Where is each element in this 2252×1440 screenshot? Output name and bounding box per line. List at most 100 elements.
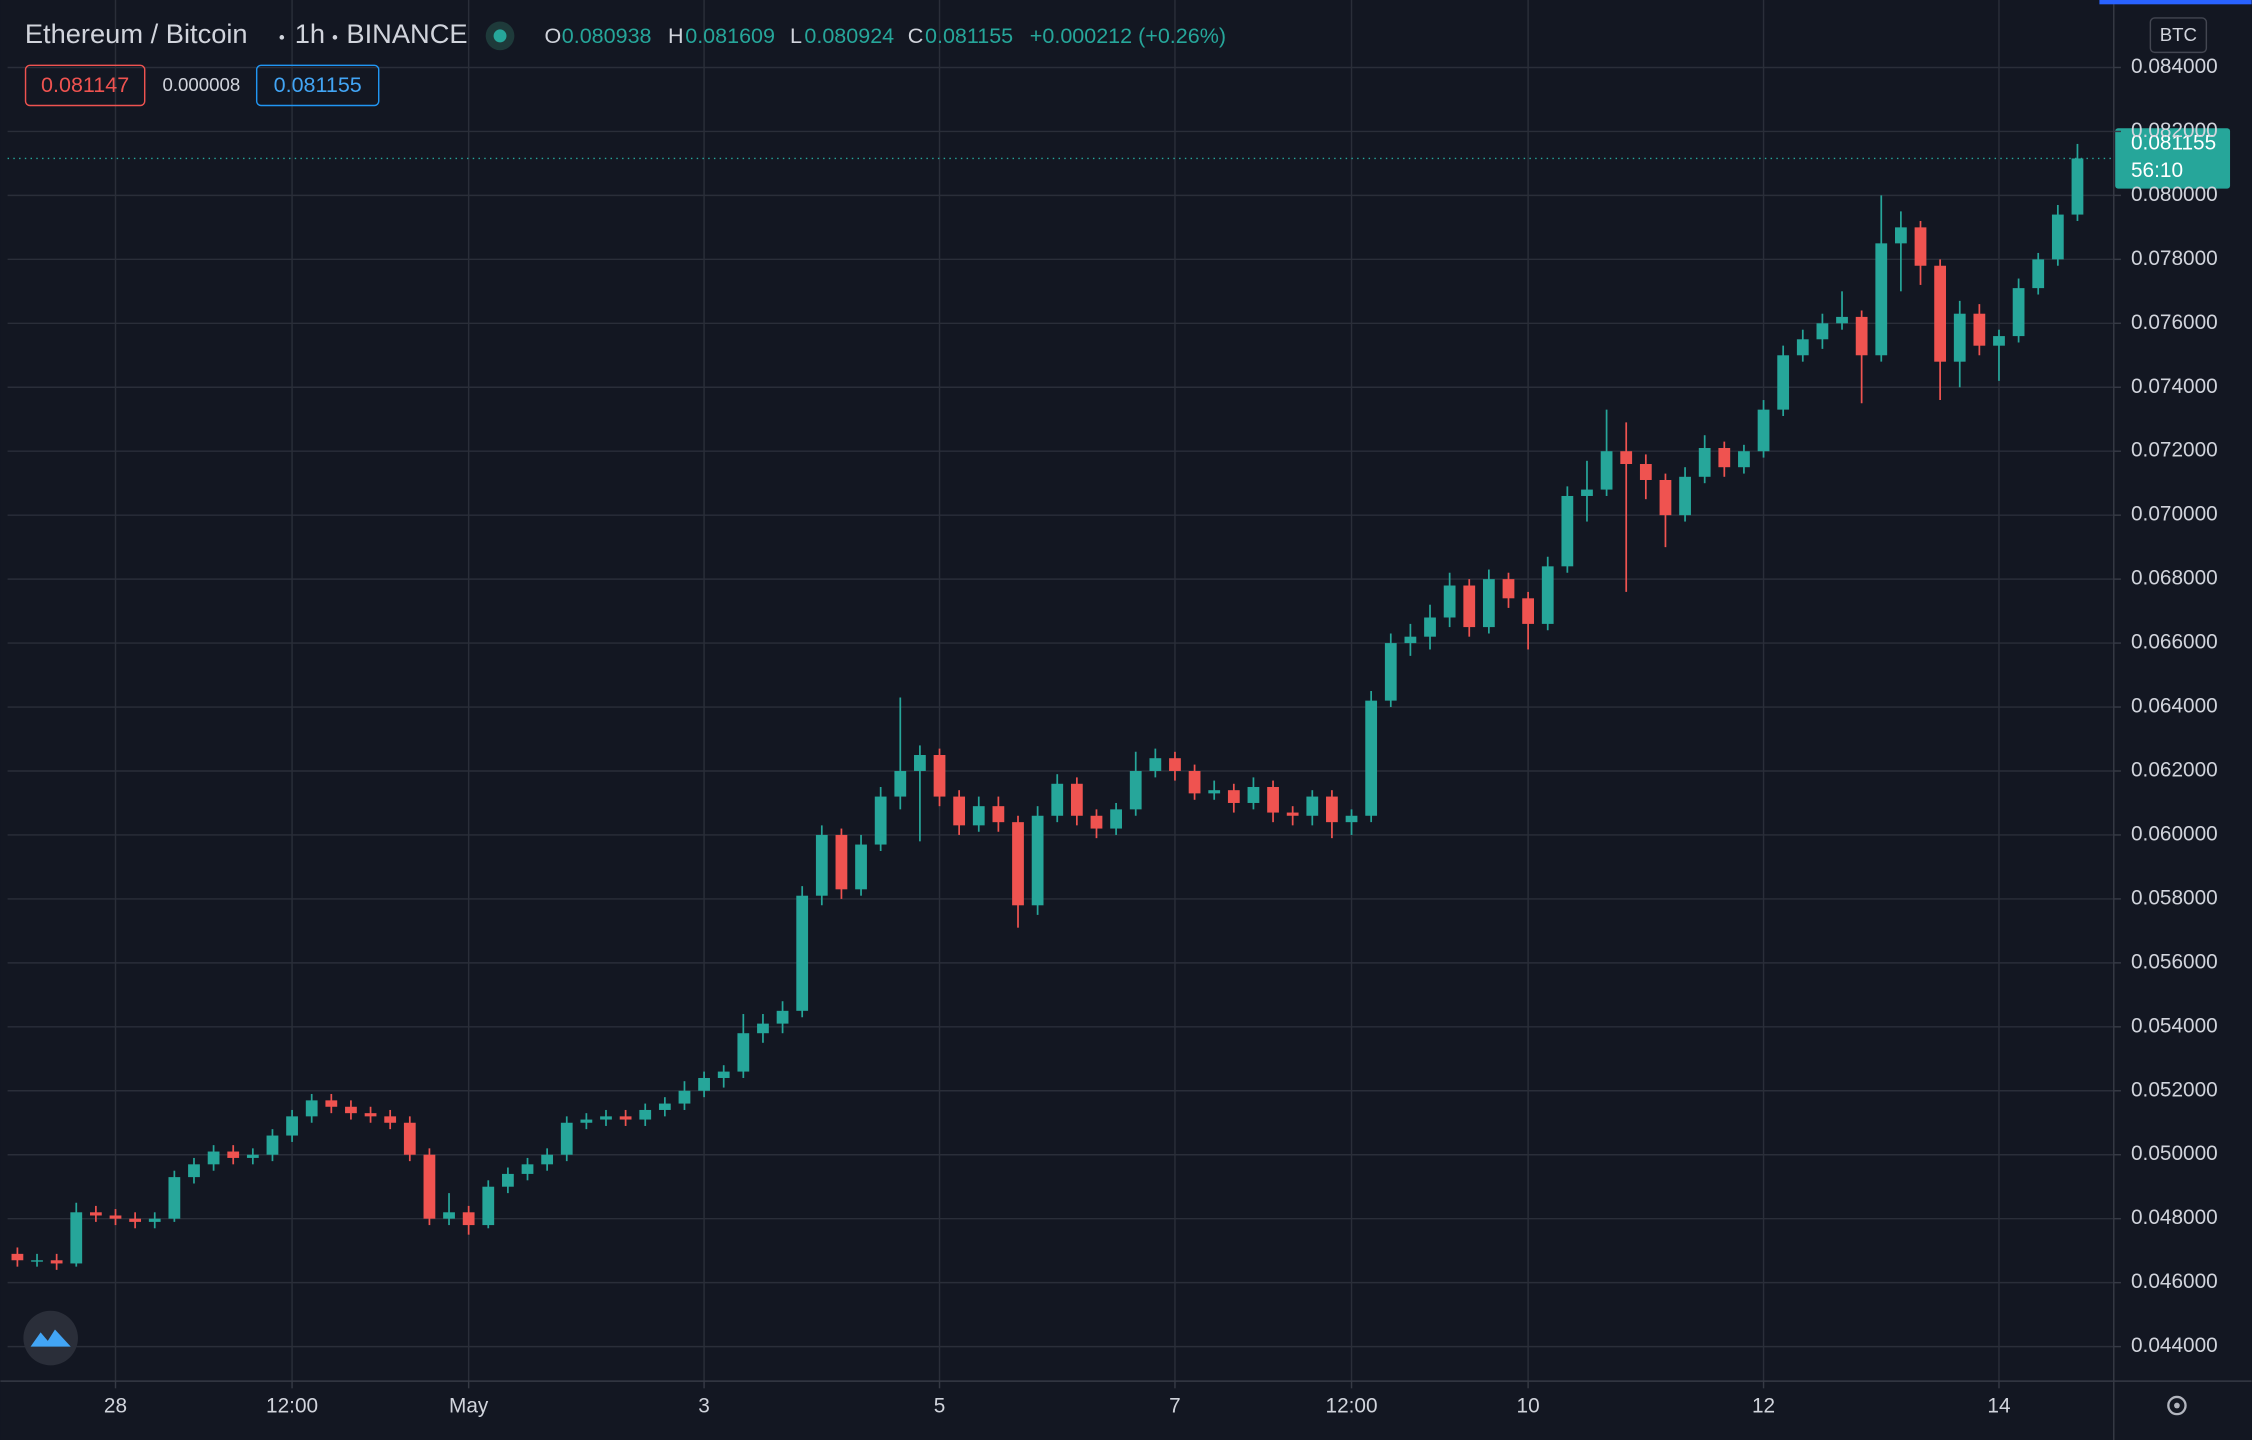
y-tick-label: 0.070000 — [2131, 503, 2218, 526]
candle-body — [698, 1077, 710, 1091]
candle-body — [1482, 579, 1495, 628]
candle-body — [658, 1103, 671, 1110]
currency: BTC — [2160, 24, 2197, 45]
candle-body — [717, 1071, 730, 1078]
candle-body — [384, 1116, 397, 1123]
candle-body — [972, 806, 985, 826]
last-price: 0.081155 56:10 — [7, 128, 2231, 189]
x-tick-label: 10 — [1517, 1394, 1540, 1417]
candle-body — [1012, 822, 1024, 906]
candle-body — [129, 1218, 142, 1222]
last-price-box — [2115, 128, 2231, 189]
candle-body — [1149, 758, 1162, 771]
candle-body — [1267, 786, 1279, 813]
candle-body — [1796, 339, 1809, 356]
top-accent — [2099, 0, 2252, 5]
candle-body — [109, 1215, 122, 1219]
candle-body — [1326, 796, 1338, 823]
candle-body — [305, 1100, 318, 1117]
candle-body — [1247, 786, 1260, 803]
candle-body — [1738, 451, 1750, 468]
candle-body — [1639, 464, 1652, 480]
y-tick-label: 0.068000 — [2131, 567, 2218, 590]
candle-body — [815, 834, 828, 896]
candle-body — [1110, 809, 1122, 829]
countdown: 56:10 — [2131, 159, 2183, 182]
candle-body — [1443, 585, 1456, 618]
candle-body — [914, 755, 926, 771]
candle-body — [894, 770, 907, 797]
candle-body — [1541, 566, 1554, 624]
symbol[interactable]: Ethereum / Bitcoin — [25, 18, 248, 49]
candle-body — [1051, 783, 1064, 816]
ohlc-value: 0.081155 — [925, 24, 1013, 48]
bid-box[interactable] — [24, 64, 146, 107]
x-tick-label: May — [449, 1394, 489, 1417]
candle-body — [462, 1212, 475, 1226]
candle-body — [521, 1164, 534, 1174]
candle-body — [1816, 323, 1829, 340]
spread: 0.000008 — [162, 74, 240, 95]
x-tick-label: 28 — [104, 1394, 127, 1417]
x-tick-label: 7 — [1169, 1394, 1181, 1417]
candle-body — [1365, 700, 1378, 816]
y-tick-label: 0.054000 — [2131, 1014, 2218, 1037]
candle-body — [207, 1151, 220, 1165]
interval[interactable]: 1h — [295, 18, 325, 49]
x-tick-label: 12:00 — [1326, 1394, 1378, 1417]
candle-body — [737, 1033, 750, 1072]
ask-box[interactable] — [255, 64, 380, 107]
candle-body — [31, 1260, 43, 1262]
candle-body — [1698, 448, 1711, 477]
candle-body — [855, 844, 867, 890]
candle-body — [1855, 316, 1868, 356]
ohlc-value: 0.080924 — [804, 24, 894, 48]
candle-body — [1561, 495, 1574, 567]
candle-body — [1993, 336, 2005, 346]
candle-body — [992, 806, 1005, 823]
candle-body — [1188, 770, 1201, 794]
candle-body — [600, 1116, 612, 1120]
candle-body — [1875, 243, 1888, 356]
candle-body — [1345, 815, 1358, 823]
y-tick-label: 0.074000 — [2131, 375, 2218, 398]
candle-body — [1777, 355, 1790, 410]
ohlc-label: H — [668, 24, 684, 48]
candle-body — [443, 1212, 455, 1219]
x-tick-label: 12:00 — [266, 1394, 318, 1417]
settings[interactable] — [2167, 1395, 2187, 1416]
candle-body — [1306, 796, 1319, 816]
candle-body — [757, 1023, 769, 1034]
candle-body — [1914, 227, 1927, 266]
logo-icon — [30, 1329, 71, 1347]
candle-body — [188, 1164, 200, 1178]
currency-box[interactable] — [2149, 17, 2208, 54]
y-tick-label: 0.060000 — [2131, 822, 2218, 845]
ask: 0.081155 — [274, 73, 362, 97]
y-tick-label: 0.072000 — [2131, 439, 2218, 462]
candle-body — [835, 834, 848, 890]
candle-body — [1090, 815, 1103, 829]
candle-body — [2051, 214, 2064, 260]
candle-body — [1620, 451, 1633, 465]
candle-body — [227, 1151, 240, 1158]
candle-body — [1757, 409, 1770, 452]
candle-body — [1286, 812, 1299, 816]
ohlc-label: C — [908, 24, 924, 48]
candle-body — [266, 1135, 279, 1155]
y-tick-label: 0.076000 — [2131, 311, 2218, 334]
market-status-dot — [493, 29, 507, 43]
exchange[interactable]: BINANCE — [346, 18, 467, 49]
candle-body — [953, 796, 966, 826]
y-tick-label: 0.082000 — [2131, 119, 2218, 142]
candle-body — [776, 1010, 789, 1024]
ohlc-label: O — [545, 24, 562, 48]
y-tick-label: 0.044000 — [2131, 1334, 2218, 1357]
bid: 0.081147 — [41, 73, 129, 97]
y-tick-label: 0.052000 — [2131, 1078, 2218, 1101]
candle-body — [50, 1260, 63, 1264]
candle-body — [1836, 316, 1848, 324]
candle-body — [1953, 313, 1966, 362]
